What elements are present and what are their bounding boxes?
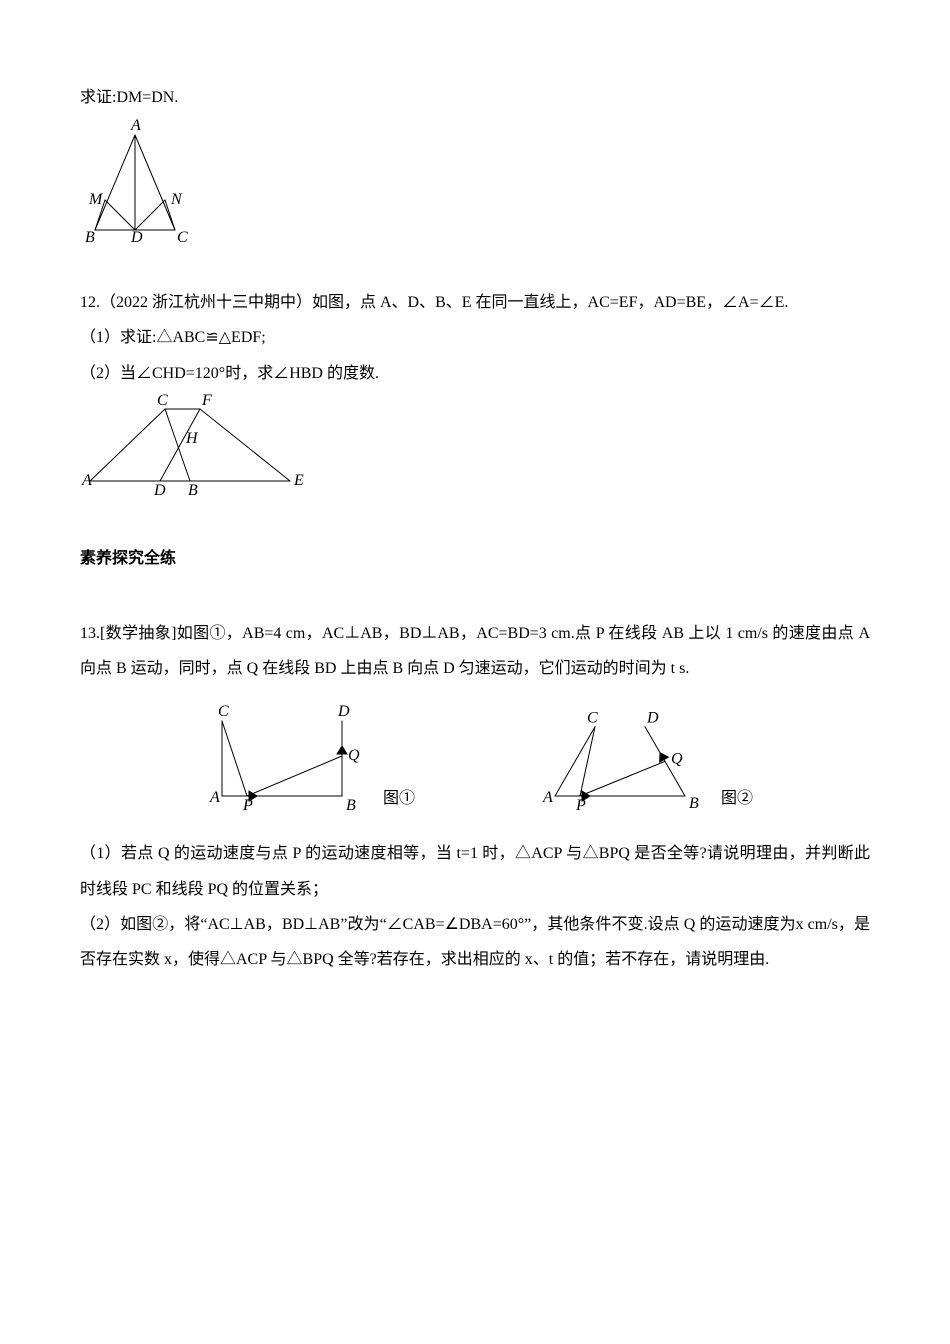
svg-text:A: A bbox=[542, 789, 553, 806]
svg-text:M: M bbox=[88, 191, 104, 208]
q13-fig1-caption: 图① bbox=[383, 781, 415, 816]
q13-stem: 13.[数学抽象]如图①，AB=4 cm，AC⊥AB，BD⊥AB，AC=BD=3… bbox=[80, 616, 870, 686]
q11-figure: A B C D M N bbox=[80, 115, 200, 245]
svg-text:Q: Q bbox=[671, 751, 683, 768]
q13-fig2-caption: 图② bbox=[721, 781, 753, 816]
section-heading-block: 素养探究全练 bbox=[80, 541, 870, 576]
svg-text:Q: Q bbox=[348, 747, 360, 764]
svg-text:P: P bbox=[242, 797, 253, 814]
q13-figure2-wrap: A B C D P Q 图② bbox=[535, 696, 753, 816]
svg-text:A: A bbox=[81, 472, 92, 489]
svg-text:P: P bbox=[575, 797, 586, 814]
svg-text:C: C bbox=[587, 710, 598, 727]
svg-text:B: B bbox=[689, 795, 699, 812]
q13: 13.[数学抽象]如图①，AB=4 cm，AC⊥AB，BD⊥AB，AC=BD=3… bbox=[80, 616, 870, 977]
q12-part1: （1）求证:△ABC≌△EDF; bbox=[80, 320, 870, 355]
q12-part2: （2）当∠CHD=120°时，求∠HBD 的度数. bbox=[80, 356, 870, 391]
proof-statement: 求证:DM=DN. bbox=[80, 80, 870, 115]
svg-text:D: D bbox=[130, 229, 143, 245]
q13-figure-row: A B C D P Q 图① A B C D P Q 图② bbox=[80, 696, 870, 816]
svg-text:A: A bbox=[209, 789, 220, 806]
svg-text:N: N bbox=[170, 191, 183, 208]
q13-part1: （1）若点 Q 的运动速度与点 P 的运动速度相等，当 t=1 时，△ACP 与… bbox=[80, 836, 870, 906]
q13-figure1-wrap: A B C D P Q 图① bbox=[197, 696, 415, 816]
svg-text:A: A bbox=[130, 117, 141, 134]
q13-figure1: A B C D P Q bbox=[197, 696, 377, 816]
svg-text:D: D bbox=[646, 710, 659, 727]
svg-text:F: F bbox=[201, 392, 212, 409]
svg-text:C: C bbox=[177, 229, 188, 245]
svg-text:B: B bbox=[85, 229, 95, 245]
q12-figure: A E D B C F H bbox=[80, 391, 310, 501]
q12-stem: 12.（2022 浙江杭州十三中期中）如图，点 A、D、B、E 在同一直线上，A… bbox=[80, 285, 870, 320]
svg-text:B: B bbox=[346, 797, 356, 814]
section-heading: 素养探究全练 bbox=[80, 541, 870, 576]
q12: 12.（2022 浙江杭州十三中期中）如图，点 A、D、B、E 在同一直线上，A… bbox=[80, 285, 870, 501]
svg-text:C: C bbox=[218, 703, 229, 720]
svg-text:B: B bbox=[188, 482, 198, 499]
q11-continuation: 求证:DM=DN. A B C D M N bbox=[80, 80, 870, 245]
svg-text:H: H bbox=[185, 430, 199, 447]
svg-text:C: C bbox=[157, 392, 168, 409]
svg-text:D: D bbox=[337, 703, 350, 720]
q13-part2: （2）如图②，将“AC⊥AB，BD⊥AB”改为“∠CAB=∠DBA=60°”，其… bbox=[80, 907, 870, 977]
q13-figure2: A B C D P Q bbox=[535, 696, 715, 816]
svg-text:E: E bbox=[293, 472, 304, 489]
svg-text:D: D bbox=[153, 482, 166, 499]
